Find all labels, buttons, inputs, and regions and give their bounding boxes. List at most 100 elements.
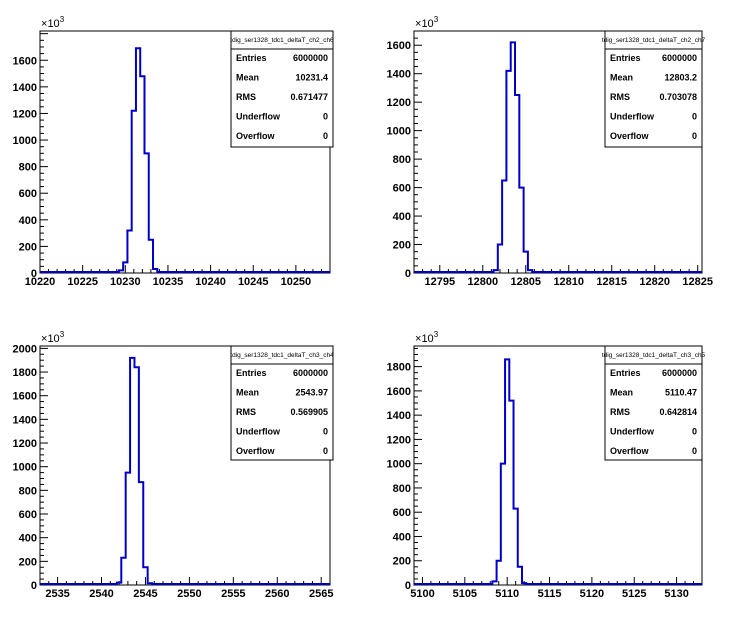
y-tick-label: 400 <box>19 215 37 227</box>
y-tick-label: 1800 <box>387 362 411 374</box>
stats-box: tdig_ser1328_tdc1_deltaT_ch2_ch7 Entries 6… <box>602 30 706 148</box>
y-exponent-label: ×103 <box>41 330 65 345</box>
x-tick-label: 12810 <box>553 276 584 288</box>
y-tick-label: 1200 <box>387 434 411 446</box>
stats-box-frame <box>604 345 703 461</box>
exponent-multiplier: × <box>415 333 421 345</box>
exponent-power: 3 <box>434 330 439 339</box>
y-tick-label: 1000 <box>13 462 37 474</box>
stat-value-rms: 0.671477 <box>290 92 328 102</box>
histogram-line <box>40 47 330 273</box>
stat-value-mean: 2543.97 <box>295 388 328 398</box>
y-tick-label: 1600 <box>387 40 411 52</box>
x-tick-label: 12795 <box>424 276 455 288</box>
y-tick-label: 1400 <box>387 410 411 422</box>
exponent-power: 3 <box>434 15 439 24</box>
y-tick-label: 1400 <box>13 414 37 426</box>
stat-value-entries: 6000000 <box>293 53 328 63</box>
y-tick-label: 0 <box>405 268 411 280</box>
stat-label-rms: RMS <box>236 407 256 417</box>
y-tick-label: 1200 <box>387 97 411 109</box>
y-tick-label: 1600 <box>13 55 37 67</box>
stat-value-rms: 0.642814 <box>659 407 697 417</box>
x-tick-label: 10220 <box>25 276 56 288</box>
y-tick-label: 1600 <box>13 391 37 403</box>
y-tick-label: 400 <box>19 533 37 545</box>
stat-value-entries: 6000000 <box>293 368 328 378</box>
y-tick-label: 400 <box>393 211 411 223</box>
y-tick-label: 600 <box>393 183 411 195</box>
y-tick-label: 800 <box>19 485 37 497</box>
x-tick-label: 2555 <box>221 588 245 600</box>
stat-value-mean: 10231.4 <box>295 73 328 83</box>
stat-label-mean: Mean <box>610 388 633 398</box>
y-tick-label: 200 <box>19 556 37 568</box>
stat-label-entries: Entries <box>236 53 267 63</box>
stats-box-frame <box>604 30 703 148</box>
y-tick-label: 200 <box>393 240 411 252</box>
stat-value-underflow: 0 <box>692 427 697 437</box>
histogram-line <box>414 41 702 273</box>
histogram-title: tdig_ser1328_tdc1_deltaT_ch2_ch7 <box>602 37 706 44</box>
y-tick-label: 600 <box>393 507 411 519</box>
x-tick-label: 5120 <box>580 588 604 600</box>
exponent-multiplier: × <box>41 18 47 30</box>
stat-value-mean: 5110.47 <box>665 388 697 398</box>
stat-value-overflow: 0 <box>323 131 328 141</box>
y-exponent-label: ×103 <box>41 15 65 30</box>
x-tick-label: 5130 <box>664 588 688 600</box>
x-tick-label: 2535 <box>45 588 69 600</box>
x-tick-label: 2545 <box>133 588 157 600</box>
x-tick-label: 2565 <box>309 588 333 600</box>
stat-label-entries: Entries <box>610 368 641 378</box>
exponent-base: 10 <box>421 18 433 30</box>
stat-label-mean: Mean <box>610 73 633 83</box>
x-tick-label: 12815 <box>596 276 627 288</box>
x-tick-label: 2540 <box>89 588 113 600</box>
stat-label-rms: RMS <box>610 407 630 417</box>
stat-label-overflow: Overflow <box>236 131 276 141</box>
histogram-panel-3: 0200400600800100012001400160018002000253… <box>13 330 335 600</box>
stat-value-rms: 0.569905 <box>290 407 328 417</box>
exponent-base: 10 <box>47 18 59 30</box>
x-tick-label: 2550 <box>177 588 201 600</box>
exponent-base: 10 <box>47 333 59 345</box>
y-tick-label: 800 <box>393 154 411 166</box>
x-tick-label: 5105 <box>453 588 477 600</box>
stat-label-underflow: Underflow <box>236 112 281 122</box>
y-exponent-label: ×103 <box>415 330 439 345</box>
y-tick-label: 1200 <box>13 108 37 120</box>
y-tick-label: 0 <box>31 580 37 592</box>
histogram-line <box>414 358 702 585</box>
stat-value-underflow: 0 <box>323 427 328 437</box>
y-tick-label: 1600 <box>387 386 411 398</box>
y-tick-label: 1400 <box>13 82 37 94</box>
y-tick-label: 600 <box>19 188 37 200</box>
stat-value-entries: 6000000 <box>662 53 697 63</box>
x-tick-label: 10245 <box>238 276 269 288</box>
y-exponent-label: ×103 <box>415 15 439 30</box>
exponent-multiplier: × <box>415 18 421 30</box>
y-tick-label: 2000 <box>13 343 37 355</box>
exponent-power: 3 <box>60 330 65 339</box>
exponent-multiplier: × <box>41 333 47 345</box>
x-tick-label: 2560 <box>265 588 289 600</box>
stat-label-entries: Entries <box>236 368 267 378</box>
stat-label-rms: RMS <box>236 92 256 102</box>
stat-value-overflow: 0 <box>692 131 697 141</box>
histogram-title: tdig_ser1328_tdc1_deltaT_ch2_ch6 <box>230 37 334 44</box>
x-tick-label: 12800 <box>467 276 498 288</box>
x-tick-label: 5110 <box>495 588 519 600</box>
y-tick-label: 0 <box>405 580 411 592</box>
x-tick-label: 10240 <box>195 276 226 288</box>
stat-label-underflow: Underflow <box>236 427 281 437</box>
y-tick-label: 600 <box>19 509 37 521</box>
stat-label-entries: Entries <box>610 53 641 63</box>
y-tick-label: 200 <box>393 556 411 568</box>
y-tick-label: 200 <box>19 241 37 253</box>
